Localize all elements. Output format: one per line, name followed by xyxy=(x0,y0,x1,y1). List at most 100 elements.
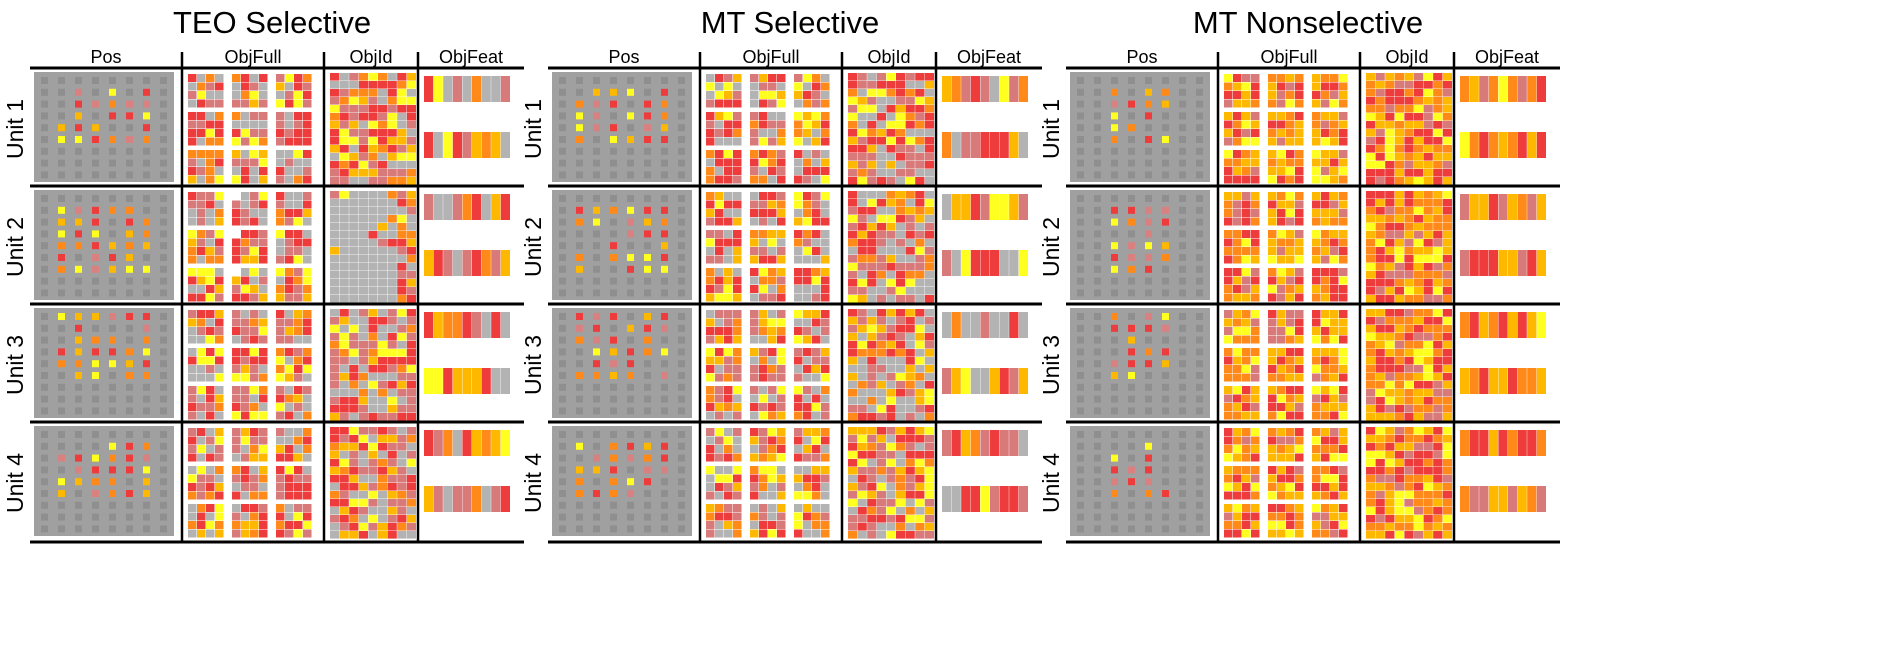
pos-dot xyxy=(58,513,65,521)
objid-cell xyxy=(1433,113,1443,121)
objid-cell xyxy=(406,397,416,405)
objfull-cell xyxy=(777,504,786,512)
objfull-cell xyxy=(803,238,812,247)
objfull-cell xyxy=(188,373,197,382)
pos-dot xyxy=(1128,442,1135,450)
objfull-cell xyxy=(1339,137,1348,146)
objfull-cell xyxy=(1251,129,1260,137)
objfull-cell xyxy=(303,453,312,462)
objfull-cell xyxy=(733,91,742,99)
pos-dot xyxy=(644,372,651,379)
pos-dot xyxy=(1094,242,1101,250)
objfeat-cell xyxy=(1460,430,1470,456)
objid-cell xyxy=(1394,365,1404,373)
objfull-cell xyxy=(206,373,215,382)
objid-cell xyxy=(397,223,407,231)
pos-dot xyxy=(627,348,634,356)
objfull-cell xyxy=(1242,129,1251,137)
objfull-cell xyxy=(1321,99,1330,108)
objfull-cell xyxy=(777,483,786,491)
pos-dot xyxy=(75,466,82,474)
objfull-cell xyxy=(259,91,268,99)
objfull-cell xyxy=(241,167,250,175)
pos-dot xyxy=(92,466,99,474)
objfeat-cell xyxy=(452,312,462,338)
objid-cell xyxy=(905,405,915,413)
objfull-cell xyxy=(821,411,830,420)
objid-cell xyxy=(1404,451,1414,459)
objfull-cell xyxy=(821,158,830,167)
objfull-cell xyxy=(750,436,759,445)
objid-cell xyxy=(358,287,368,295)
pos-dot xyxy=(109,454,116,462)
objid-cell xyxy=(924,231,934,239)
objid-cell xyxy=(848,451,858,459)
objfull-cell xyxy=(1330,158,1339,167)
objid-cell xyxy=(886,309,896,317)
objid-cell xyxy=(387,231,397,239)
objid-cell xyxy=(358,309,368,317)
pos-dot xyxy=(92,100,99,108)
objfull-cell xyxy=(733,491,742,500)
pos-dot xyxy=(75,254,82,261)
objfull-cell xyxy=(232,491,241,500)
objfull-cell xyxy=(803,521,812,529)
objid-cell xyxy=(886,435,896,443)
objfull-cell xyxy=(1312,318,1321,327)
objid-cell xyxy=(924,199,934,207)
objfull-cell xyxy=(812,403,821,411)
objfull-cell xyxy=(768,192,777,200)
objid-cell xyxy=(339,413,349,421)
objid-cell xyxy=(905,113,915,121)
objfull-cell xyxy=(303,285,312,293)
objid-cell xyxy=(1423,373,1433,381)
pos-dot xyxy=(627,454,634,462)
objfull-cell xyxy=(1251,512,1260,521)
objfeat-cell xyxy=(424,368,434,394)
objid-cell xyxy=(387,191,397,199)
objfull-cell xyxy=(285,99,294,108)
objid-cell xyxy=(1423,491,1433,499)
pos-dot xyxy=(627,147,634,155)
objid-cell xyxy=(896,381,906,389)
pos-dot xyxy=(92,478,99,486)
objfull-cell xyxy=(1242,335,1251,344)
objfeat-cell xyxy=(1527,312,1537,338)
objfull-cell xyxy=(241,335,250,344)
objfeat-cell xyxy=(433,250,443,276)
objfull-cell xyxy=(777,268,786,276)
objid-cell xyxy=(867,459,877,467)
objfull-cell xyxy=(750,285,759,293)
objfull-cell xyxy=(276,158,285,167)
objfull-cell xyxy=(750,112,759,120)
pos-dot xyxy=(593,513,600,521)
objfull-cell xyxy=(777,491,786,500)
objfull-cell xyxy=(821,74,830,82)
objid-cell xyxy=(857,451,867,459)
objfull-cell xyxy=(303,293,312,302)
objid-cell xyxy=(848,515,858,523)
pos-dot xyxy=(1145,336,1152,344)
objid-cell xyxy=(924,105,934,113)
objid-cell xyxy=(876,325,886,333)
objid-cell xyxy=(1394,105,1404,113)
objfull-cell xyxy=(733,373,742,382)
objfull-cell xyxy=(259,137,268,146)
pos-dot xyxy=(1145,289,1152,297)
objfull-cell xyxy=(276,293,285,302)
pos-dot xyxy=(1128,324,1135,332)
objfull-cell xyxy=(706,348,715,356)
objfull-cell xyxy=(821,230,830,238)
objfull-cell xyxy=(250,230,259,238)
pos-dot xyxy=(593,254,600,261)
objfull-cell xyxy=(803,74,812,82)
objfull-cell xyxy=(1233,293,1242,302)
objid-cell xyxy=(886,507,896,515)
objfull-cell xyxy=(1233,466,1242,474)
objfull-cell xyxy=(1312,230,1321,238)
pos-dot xyxy=(58,466,65,474)
pos-dot xyxy=(1111,218,1118,226)
objfull-cell xyxy=(1330,428,1339,436)
objfull-cell xyxy=(821,217,830,226)
objid-cell xyxy=(1394,341,1404,349)
